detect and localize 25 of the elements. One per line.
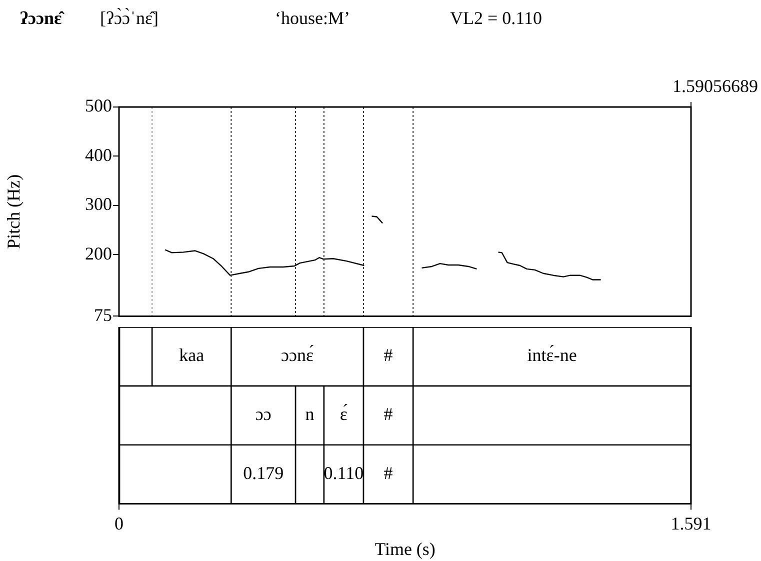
data-label: 0.179 <box>243 463 284 484</box>
data-label: n <box>305 404 314 424</box>
data-label: ɔɔnɛ́ <box>281 344 314 366</box>
data-label: 0.110 <box>324 463 364 484</box>
data-label: ɔɔ <box>255 404 272 424</box>
y-tick-label: 500 <box>85 96 112 116</box>
y-tick-label: 75 <box>94 304 112 325</box>
data-label: intɛ́-ne <box>527 344 577 366</box>
text: 1.59056689 <box>672 76 758 97</box>
x-axis-title: Time (s) <box>374 538 436 559</box>
data-label: # <box>384 345 393 366</box>
y-tick-label: 300 <box>85 194 112 214</box>
text: VL2 = 0.110 <box>450 8 543 29</box>
data-label: ɛ́ <box>340 403 348 424</box>
chart-title: ʔɔɔnɛ̂ <box>20 8 66 29</box>
y-tick-label: 200 <box>85 243 112 264</box>
text: ‘house:M’ <box>275 8 351 29</box>
x-tick-label: 0 <box>114 513 124 534</box>
y-axis-title: Pitch (Hz) <box>4 174 24 249</box>
data-label: kaa <box>179 345 204 366</box>
x-tick-label: 1.591 <box>670 513 712 534</box>
text: [ʔɔ̀ɔ̀ˈnɛ̂] <box>100 8 160 29</box>
data-label: # <box>384 463 393 484</box>
y-tick-label: 400 <box>85 144 112 165</box>
data-label: # <box>384 404 393 424</box>
